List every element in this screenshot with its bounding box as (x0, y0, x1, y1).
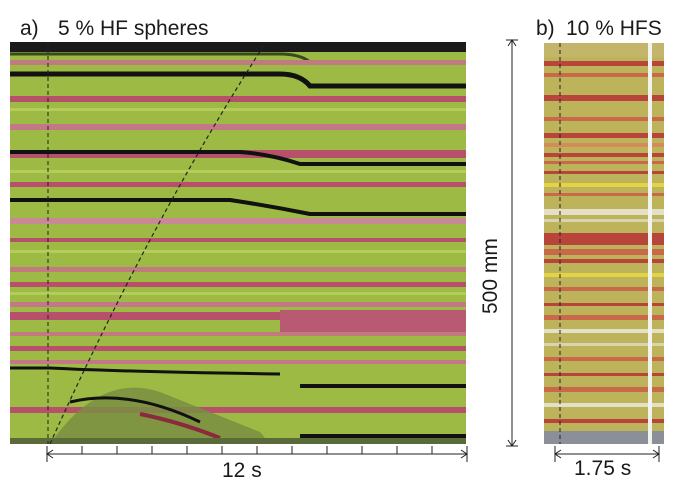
panel-a-bands (10, 42, 466, 444)
panel-b-length-scale-bar (506, 39, 518, 447)
panel-b-letter: b) (536, 17, 555, 40)
panel-a-image (10, 42, 466, 444)
panel-b-title: 10 % HFS (566, 17, 662, 40)
panel-b-time-label: 1.75 s (574, 457, 632, 480)
panel-b-length-label: 500 mm (479, 238, 502, 314)
panel-a-title: 5 % HF spheres (58, 17, 209, 40)
panel-a-letter: a) (20, 17, 39, 40)
panel-a-time-scale-bar (46, 446, 468, 462)
panel-b-bands (544, 43, 664, 444)
panel-a-time-label: 12 s (222, 459, 262, 482)
panel-b-time-scale-bar (554, 446, 660, 462)
panel-b-image (544, 43, 664, 444)
